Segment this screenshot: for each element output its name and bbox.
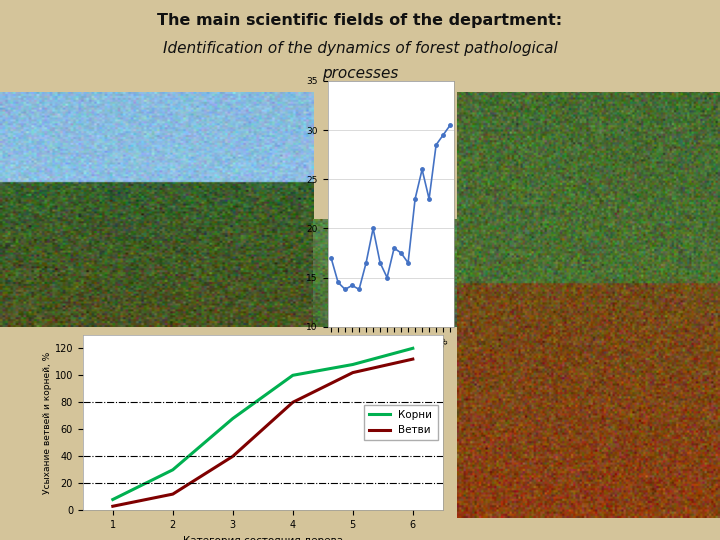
Text: The main scientific fields of the department:: The main scientific fields of the depart… [158, 14, 562, 29]
Y-axis label: Усыхание ветвей и корней, %: Усыхание ветвей и корней, % [42, 352, 52, 494]
Line: Корни: Корни [113, 348, 413, 500]
Ветви [408, 356, 417, 362]
Корни [289, 372, 297, 379]
Корни [168, 467, 177, 473]
X-axis label: Категория состояния дерева: Категория состояния дерева [183, 536, 343, 540]
Text: Identification of the dynamics of forest pathological: Identification of the dynamics of forest… [163, 40, 557, 56]
Ветви [228, 453, 237, 460]
Text: processes: processes [322, 66, 398, 81]
Корни [408, 345, 417, 352]
Ветви [168, 491, 177, 497]
Корни [228, 415, 237, 422]
Ветви [348, 369, 357, 376]
Legend: Корни, Ветви: Корни, Ветви [364, 405, 438, 440]
Ветви [109, 503, 117, 510]
Ветви [289, 399, 297, 406]
Корни [348, 361, 357, 368]
Line: Ветви: Ветви [113, 359, 413, 507]
Корни [109, 496, 117, 503]
